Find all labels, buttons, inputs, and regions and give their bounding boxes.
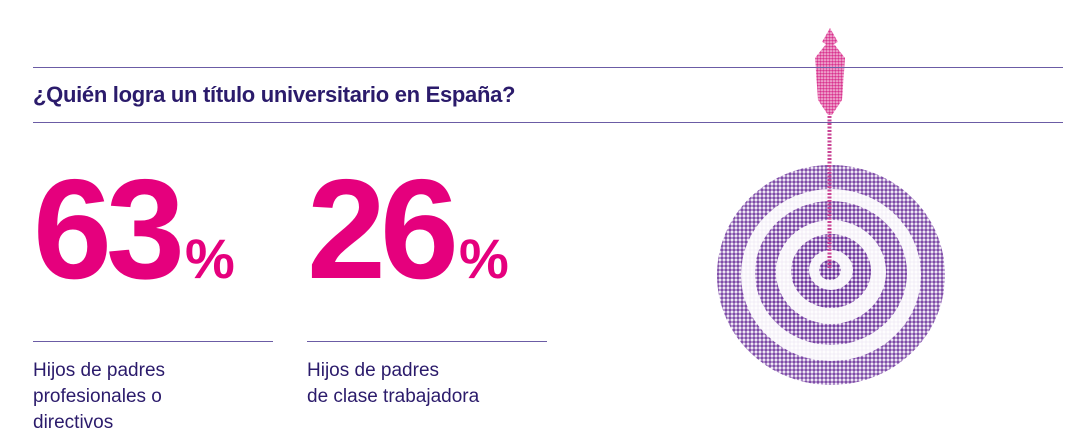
stat-number: 26	[307, 150, 459, 309]
stat-figure: 63%	[33, 159, 273, 329]
stat-label: Hijos de padres profesionales o directivos	[33, 358, 273, 436]
stat: 63% Hijos de padres profesionales o directi…	[33, 159, 273, 436]
stat-label-line: de clase trabajadora	[307, 386, 480, 407]
stat-unit: %	[184, 227, 235, 290]
stat-label-line: Hijos de padres	[307, 360, 440, 381]
stat-rule	[33, 341, 273, 342]
stat-label: Hijos de padres de clase trabajadora	[307, 358, 547, 410]
stat-unit: %	[458, 227, 509, 290]
top-rule	[33, 67, 1063, 68]
stat-number: 63	[33, 150, 185, 309]
stat-rule	[307, 341, 547, 342]
stat-figure: 26%	[307, 159, 547, 329]
stat: 26% Hijos de padres de clase trabajadora	[307, 159, 547, 410]
stat-label-line: profesionales o	[33, 386, 162, 407]
stat-label-line: Hijos de padres	[33, 360, 166, 381]
title: ¿Quién logra un título universitario en …	[33, 82, 516, 107]
title-rule	[33, 122, 1063, 123]
stat-label-line: directivos	[33, 412, 114, 433]
